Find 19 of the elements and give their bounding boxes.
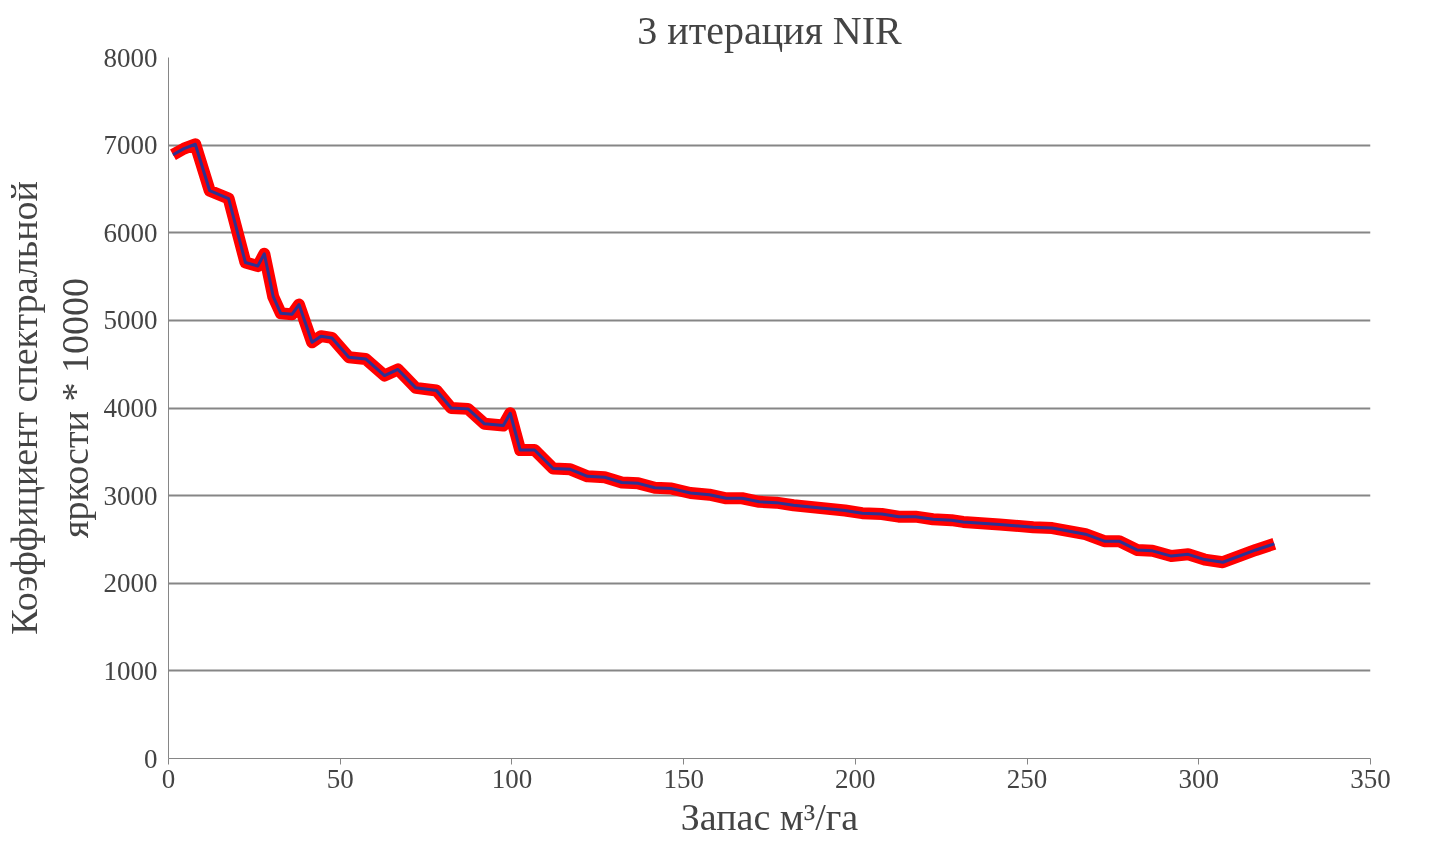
y-axis-title: Коэффициент спектральной яркости * 10000 — [3, 181, 96, 635]
chart-title: 3 итерация NIR — [637, 7, 903, 53]
x-tick-label: 100 — [491, 763, 533, 794]
y-tick-label: 2000 — [103, 568, 158, 599]
x-tick-label: 200 — [835, 763, 876, 794]
x-tick-label: 250 — [1006, 763, 1048, 794]
y-tick-label: 3000 — [103, 480, 158, 511]
y-tick-label: 8000 — [103, 42, 158, 73]
y-tick-label: 6000 — [103, 217, 158, 248]
y-tick-label: 7000 — [103, 130, 158, 161]
y-tick-label: 1000 — [103, 655, 158, 686]
x-tick-label: 50 — [326, 763, 354, 794]
x-axis-title: Запас м³/га — [680, 795, 859, 838]
x-tick-label: 350 — [1350, 763, 1391, 794]
x-tick-label: 300 — [1178, 763, 1220, 794]
y-tick-label: 5000 — [103, 305, 158, 336]
y-tick-label: 4000 — [103, 393, 158, 423]
y-tick-label: 0 — [144, 743, 158, 774]
x-tick-label: 150 — [663, 763, 704, 794]
